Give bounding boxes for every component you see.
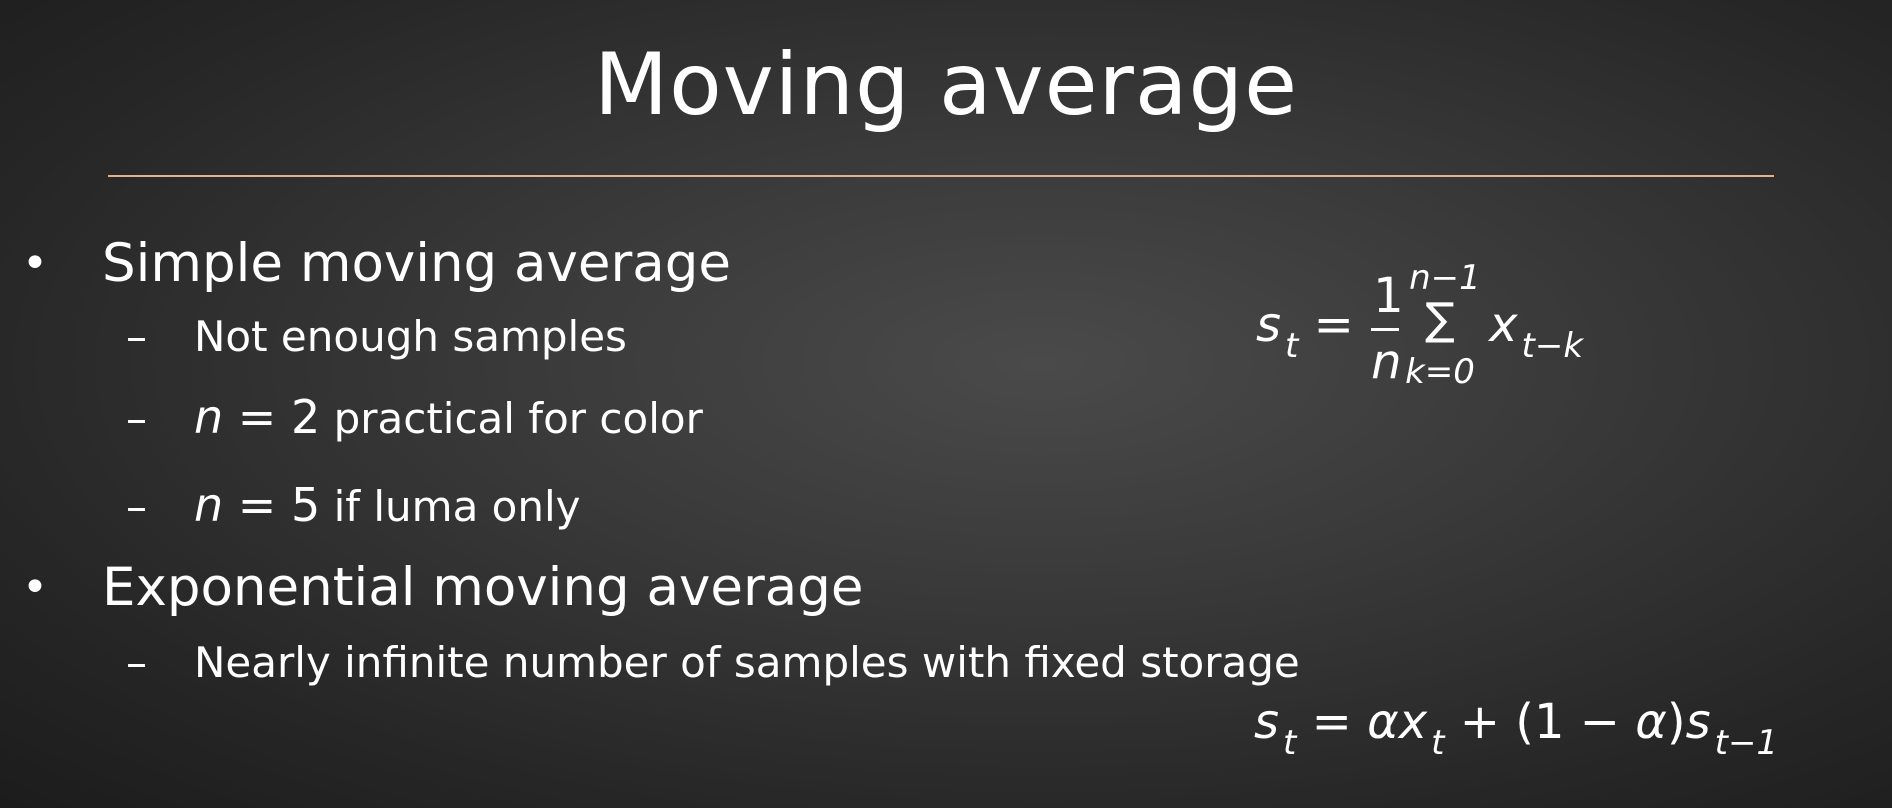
eq-alpha: α (1635, 694, 1667, 750)
subitem-text: if luma only (320, 482, 581, 531)
subitem-text: practical for color (320, 394, 703, 443)
eq-lhs: s (1254, 694, 1280, 750)
math-var-n: n (194, 390, 224, 444)
subitem-text: Nearly infinite number of samples with f… (194, 638, 1300, 687)
subitem-infinite-samples: – Nearly infinite number of samples with … (126, 636, 1300, 690)
eq-lhs-sub: t (1283, 723, 1297, 763)
frac-numerator: 1 (1373, 268, 1404, 324)
eq-equals: = (1296, 694, 1368, 750)
sigma-icon: ∑ (1425, 294, 1455, 345)
eq-equals: = (1298, 297, 1370, 353)
bullet-simple-moving-average: • Simple moving average (22, 232, 731, 296)
eq-term-sub: t−k (1521, 326, 1584, 366)
eq-fraction: 1 n (1369, 268, 1404, 390)
sum-lower: k=0 (1405, 352, 1475, 392)
math-relation: = 5 (223, 478, 321, 532)
eq-s: s (1685, 694, 1711, 750)
eq-summation: n−1 ∑ k=0 (1403, 258, 1489, 398)
sub-dash: – (126, 638, 147, 687)
eq-alpha: α (1367, 694, 1399, 750)
bullet-dot: • (22, 238, 48, 289)
bullet-label: Simple moving average (102, 233, 732, 294)
sub-dash: – (126, 394, 147, 443)
eq-lhs: s (1256, 297, 1282, 353)
subitem-n2-practical: – n = 2 practical for color (126, 390, 703, 446)
title-divider (108, 175, 1774, 177)
sum-upper: n−1 (1409, 258, 1481, 298)
bullet-exponential-moving-average: • Exponential moving average (22, 556, 863, 620)
frac-bar (1371, 328, 1400, 331)
eq-s-sub: t−1 (1714, 723, 1779, 763)
sub-dash: – (126, 312, 147, 361)
math-relation: = 2 (223, 390, 321, 444)
slide-title: Moving average (593, 35, 1299, 135)
bullet-dot: • (22, 562, 48, 613)
eq-plus-term: + (1 − (1444, 694, 1636, 750)
eq-lhs-sub: t (1285, 326, 1299, 366)
bullet-label: Exponential moving average (102, 557, 864, 618)
sub-dash: – (126, 482, 147, 531)
frac-denominator: n (1371, 334, 1402, 390)
math-var-n: n (194, 478, 224, 532)
eq-term: x (1489, 297, 1518, 353)
subitem-n5-luma: – n = 5 if luma only (126, 478, 581, 534)
eq-x: x (1398, 694, 1428, 750)
subitem-text: Not enough samples (194, 312, 627, 361)
eq-close-paren: ) (1666, 694, 1686, 750)
subitem-not-enough-samples: – Not enough samples (126, 310, 627, 364)
eq-x-sub: t (1431, 723, 1445, 763)
